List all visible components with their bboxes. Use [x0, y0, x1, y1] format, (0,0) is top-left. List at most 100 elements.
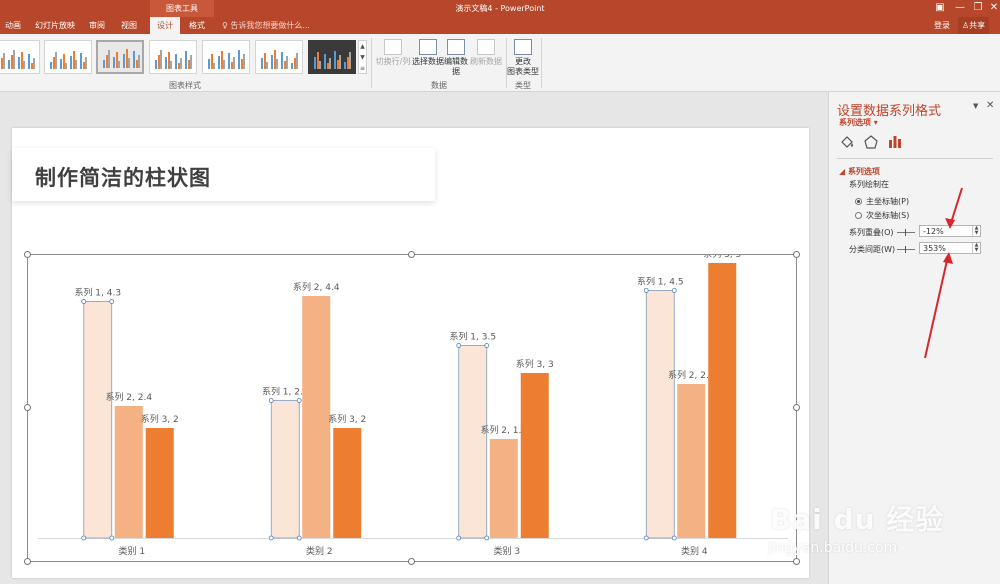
chart-style-thumbnail[interactable]: [149, 40, 197, 74]
switch-row-column-icon: [384, 39, 402, 55]
series-overlap-slider[interactable]: [897, 229, 915, 236]
resize-handle[interactable]: [793, 404, 800, 411]
thumbnail-mini-bar: [263, 53, 266, 69]
resize-handle[interactable]: [793, 251, 800, 258]
close-icon[interactable]: ✕: [989, 2, 999, 13]
select-data-button[interactable]: 选择数据: [412, 39, 444, 67]
chart-style-thumbnail-selected[interactable]: [96, 40, 144, 74]
pane-close-icon[interactable]: ✕: [986, 100, 995, 111]
chart-tools-context-tab: 图表工具: [150, 0, 214, 17]
column-chart[interactable]: 系列 1, 4.3 系列 2, 2.4 系列 3, 2 类别 1 系列 1, 2.5 系列…: [28, 255, 798, 563]
share-button[interactable]: ♙共享: [958, 17, 990, 34]
thumbnail-mini-bar: [50, 62, 52, 69]
series-options-section[interactable]: ◢ 系列选项: [839, 167, 880, 176]
data-label: 系列 3, 2: [141, 413, 179, 425]
chart-style-thumbnail[interactable]: [0, 40, 40, 74]
minimize-icon[interactable]: —: [955, 2, 965, 13]
series-overlap-input[interactable]: -12% ▲ ▼: [919, 225, 981, 237]
ribbon-display-icon[interactable]: ▣: [935, 2, 945, 13]
thumbnail-mini-bar: [133, 51, 135, 68]
chart-bar[interactable]: [333, 428, 362, 538]
bar-selection-handle: [296, 535, 302, 541]
chart-bar[interactable]: [302, 296, 331, 538]
chart-bar[interactable]: [458, 345, 488, 539]
tab-review[interactable]: 审阅: [89, 21, 105, 30]
thumbnail-mini-bar: [271, 55, 273, 69]
resize-handle[interactable]: [24, 404, 31, 411]
format-data-series-pane: 设置数据系列格式 ▼ ✕ 系列选项 ▾ ◢ 系列选项 系列绘制在 主坐标轴(P)…: [828, 92, 1000, 584]
bar-selection-handle: [268, 535, 274, 541]
resize-handle[interactable]: [408, 251, 415, 258]
chart-style-thumbnail[interactable]: [308, 40, 356, 74]
login-link[interactable]: 登录: [934, 21, 950, 30]
tab-slideshow[interactable]: 幻灯片放映: [35, 21, 75, 30]
chart-style-thumbnail[interactable]: [44, 40, 92, 74]
thumbnail-mini-bar: [105, 55, 108, 68]
gap-width-input[interactable]: 353% ▲ ▼: [919, 242, 981, 254]
chart-bar[interactable]: [145, 428, 174, 538]
switch-row-column-label: 切换行/列: [375, 57, 411, 66]
thumbnail-mini-bar: [208, 59, 210, 69]
chart-bar[interactable]: [270, 400, 300, 539]
data-label: 系列 1, 4.3: [74, 287, 121, 299]
fill-line-icon[interactable]: [839, 134, 855, 150]
chart-bar[interactable]: [114, 406, 143, 538]
switch-row-column-button[interactable]: 切换行/列: [374, 39, 412, 67]
series-options-bar-icon[interactable]: [887, 134, 903, 150]
resize-handle[interactable]: [24, 251, 31, 258]
slide[interactable]: 制作简洁的柱状图: [12, 128, 809, 578]
gap-width-value: 353%: [923, 244, 946, 253]
tab-format[interactable]: 格式: [189, 21, 205, 30]
thumbnail-mini-bar: [329, 58, 331, 69]
pane-options-dropdown-icon[interactable]: ▼: [973, 102, 979, 110]
thumbnail-mini-bar: [296, 53, 298, 69]
thumbnail-mini-bar: [118, 61, 120, 68]
resize-handle[interactable]: [408, 558, 415, 565]
tab-design[interactable]: 设计: [150, 17, 180, 34]
thumbnail-mini-bar: [230, 62, 233, 69]
primary-axis-option[interactable]: 主坐标轴(P): [855, 196, 909, 207]
thumbnail-mini-bar: [52, 57, 55, 69]
bar-selection-handle: [296, 398, 302, 403]
chart-style-thumbnail[interactable]: [202, 40, 250, 74]
resize-handle[interactable]: [793, 558, 800, 565]
slide-title-box[interactable]: 制作简洁的柱状图: [12, 148, 435, 201]
gallery-scroll[interactable]: ▲ ▼ ≡: [358, 40, 367, 74]
thumbnail-mini-bar: [283, 61, 286, 69]
resize-handle[interactable]: [24, 558, 31, 565]
gap-width-spinner[interactable]: ▲ ▼: [972, 243, 980, 253]
chart-bar[interactable]: [708, 263, 737, 538]
chart-area[interactable]: 系列 1, 4.3 系列 2, 2.4 系列 3, 2 类别 1 系列 1, 2.5 系列…: [27, 254, 797, 562]
thumbnail-mini-bar: [33, 58, 35, 69]
series-overlap-spinner[interactable]: ▲ ▼: [972, 226, 980, 236]
thumbnail-mini-bar: [293, 58, 296, 69]
chart-bar[interactable]: [677, 384, 706, 538]
secondary-axis-radio[interactable]: [855, 212, 862, 219]
series-overlap-value: -12%: [923, 227, 944, 236]
restore-icon[interactable]: ❐: [973, 2, 983, 13]
thumbnail-mini-bar: [138, 55, 140, 68]
change-chart-type-button[interactable]: 更改 图表类型: [507, 39, 539, 77]
section-label: 系列选项: [847, 167, 880, 176]
series-options-dropdown[interactable]: 系列选项 ▾: [839, 118, 878, 127]
effects-pentagon-icon[interactable]: [863, 134, 879, 150]
tab-animations[interactable]: 动画: [5, 21, 21, 30]
tell-me-search[interactable]: ♀ 告诉我您想要做什么...: [222, 17, 310, 34]
secondary-axis-option[interactable]: 次坐标轴(S): [855, 210, 909, 221]
primary-axis-radio[interactable]: [855, 198, 862, 205]
tab-view[interactable]: 视图: [121, 21, 137, 30]
chart-bar[interactable]: [489, 439, 518, 538]
chart-style-thumbnail[interactable]: [255, 40, 303, 74]
lightbulb-icon: ♀: [222, 21, 228, 30]
thumbnail-mini-bar: [115, 52, 118, 68]
thumbnail-mini-bar: [334, 51, 336, 69]
gap-width-slider[interactable]: [897, 246, 915, 253]
edit-data-button[interactable]: 编辑数据: [444, 39, 468, 77]
thumbnail-mini-bar: [3, 53, 5, 69]
chart-bar[interactable]: [83, 301, 113, 539]
refresh-data-button[interactable]: 刷新数据: [470, 39, 502, 67]
slide-title: 制作简洁的柱状图: [35, 166, 211, 190]
chart-bar[interactable]: [520, 373, 549, 538]
bar-selection-handle: [109, 299, 115, 304]
chart-bar[interactable]: [645, 290, 675, 539]
